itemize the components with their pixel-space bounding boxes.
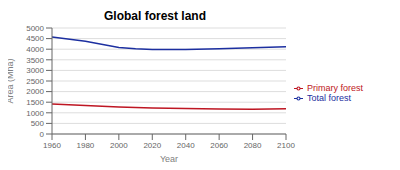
svg-text:2000: 2000 [110,141,128,150]
html-text:Primary forest: Primary forest [307,82,363,93]
svg-text:3500: 3500 [26,56,44,65]
svg-text:2500: 2500 [26,77,44,86]
svg-text:Area (Mha): Area (Mha) [8,58,15,103]
svg-text:2100: 2100 [277,141,295,150]
svg-text:1500: 1500 [26,98,44,107]
svg-text:0: 0 [40,130,45,139]
svg-text:Year: Year [160,154,178,162]
svg-text:2000: 2000 [26,87,44,96]
svg-text:2020: 2020 [143,141,161,150]
svg-text:3000: 3000 [26,66,44,75]
svg-text:2080: 2080 [244,141,262,150]
html-text:Total forest: Total forest [307,93,351,103]
svg-text:4500: 4500 [26,34,44,43]
html-text:Global forest land: Global forest land [104,9,206,23]
svg-text:1980: 1980 [77,141,95,150]
svg-text:5000: 5000 [26,24,44,33]
svg-text:4000: 4000 [26,45,44,54]
svg-text:2040: 2040 [177,141,195,150]
svg-text:500: 500 [31,119,45,128]
svg-text:1000: 1000 [26,109,44,118]
svg-text:2060: 2060 [210,141,228,150]
svg-text:1960: 1960 [43,141,61,150]
